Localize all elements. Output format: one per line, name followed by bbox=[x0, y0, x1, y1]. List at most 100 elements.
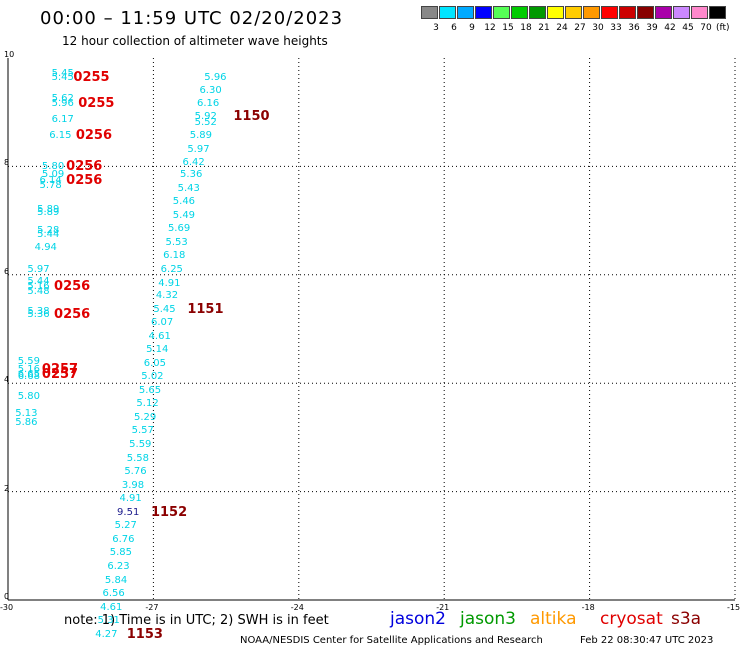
wave-height-label: 5.14 bbox=[146, 344, 169, 356]
legend-label: 30 bbox=[592, 23, 604, 33]
wave-height-label: 5.76 bbox=[124, 466, 147, 478]
wave-height-label: 4.94 bbox=[34, 242, 57, 254]
legend-label: 3 bbox=[433, 23, 439, 33]
legend-swatch bbox=[583, 6, 600, 19]
wave-height-label: 6.42 bbox=[182, 157, 205, 169]
wave-height-label: 9.51 bbox=[117, 506, 140, 518]
wave-height-label: 5.92 bbox=[194, 111, 217, 123]
wave-height-label: 6.05 bbox=[143, 357, 166, 369]
wave-height-label: 5.80 bbox=[41, 160, 65, 172]
satellite-name: cryosat bbox=[600, 609, 663, 629]
lon-tick-label: -15 bbox=[727, 603, 740, 612]
lat-tick-label: 4 bbox=[4, 375, 10, 385]
wave-height-label: 5.45 bbox=[51, 67, 74, 79]
lat-tick-label: 10 bbox=[4, 50, 15, 59]
pass-time-label: 0256 bbox=[54, 279, 91, 295]
legend-swatch bbox=[565, 6, 582, 19]
legend-swatch bbox=[421, 6, 438, 19]
legend-swatch bbox=[493, 6, 510, 19]
wave-height-label: 5.58 bbox=[126, 452, 149, 464]
wave-height-label: 6.56 bbox=[102, 588, 125, 600]
wave-height-label: 5.86 bbox=[15, 417, 38, 429]
generated-timestamp: Feb 22 08:30:47 UTC 2023 bbox=[580, 635, 714, 646]
wave-height-label: 5.96 bbox=[204, 71, 227, 83]
wave-height-label: 5.27 bbox=[114, 520, 137, 532]
legend-swatch bbox=[457, 6, 474, 19]
legend-label: 45 bbox=[682, 23, 694, 33]
wave-height-label: 6.07 bbox=[150, 317, 174, 329]
wave-height-label: 5.28 bbox=[37, 224, 60, 236]
wave-height-label: 6.30 bbox=[199, 85, 222, 97]
pass-time-label: 0257 bbox=[41, 366, 79, 382]
satellite-name: s3a bbox=[671, 609, 702, 629]
legend-swatch bbox=[475, 6, 492, 19]
wave-height-label: 5.69 bbox=[167, 223, 191, 235]
wave-height-label: 6.18 bbox=[163, 250, 186, 262]
wave-height-label: 5.09 bbox=[41, 169, 65, 181]
wave-height-label: 6.17 bbox=[51, 113, 74, 125]
wave-height-label: 5.45 bbox=[153, 303, 176, 315]
wave-height-label: 4.91 bbox=[158, 277, 181, 289]
legend-swatch bbox=[619, 6, 636, 19]
wave-height-label: 3.98 bbox=[121, 479, 145, 491]
lon-tick-label: -18 bbox=[581, 603, 595, 612]
satellite-name: jason2 bbox=[390, 609, 446, 629]
lat-tick-label: 2 bbox=[4, 483, 10, 493]
wave-height-label: 5.97 bbox=[187, 143, 210, 155]
map-subtitle: 12 hour collection of altimeter wave hei… bbox=[62, 34, 328, 48]
satellite-name: altika bbox=[530, 609, 577, 629]
wave-height-label: 5.53 bbox=[165, 236, 188, 248]
legend-label: 6 bbox=[451, 23, 457, 33]
credit-text: NOAA/NESDIS Center for Satellite Applica… bbox=[240, 635, 543, 646]
wave-height-label: 5.97 bbox=[27, 263, 50, 275]
wave-height-label: 5.80 bbox=[17, 391, 40, 403]
wave-height-label: 6.68 bbox=[17, 371, 40, 383]
footer-note: note: 1) Time is in UTC; 2) SWH is in fe… bbox=[64, 613, 329, 628]
wave-height-label: 5.49 bbox=[172, 209, 196, 221]
legend-units: (ft) bbox=[716, 23, 730, 33]
pass-time-label: 0256 bbox=[54, 306, 91, 322]
legend-label: 24 bbox=[556, 23, 568, 33]
pass-time-label: 0257 bbox=[41, 362, 79, 378]
wave-height-label: 5.78 bbox=[39, 179, 62, 191]
legend-label: 42 bbox=[664, 23, 676, 33]
legend-label: 33 bbox=[610, 23, 622, 33]
legend-swatch bbox=[547, 6, 564, 19]
wave-height-label: 6.16 bbox=[197, 97, 220, 109]
legend-swatch bbox=[709, 6, 726, 19]
wave-height-label: 4.32 bbox=[155, 289, 179, 301]
pass-time-label: 1152 bbox=[150, 504, 188, 520]
lat-tick-label: 6 bbox=[4, 266, 10, 276]
legend-label: 70 bbox=[700, 23, 712, 33]
wave-height-label: 5.44 bbox=[27, 276, 50, 288]
wave-height-label: 5.52 bbox=[194, 116, 217, 128]
legend-label: 12 bbox=[484, 23, 496, 33]
satellite-name: jason3 bbox=[460, 609, 516, 629]
wave-height-label: 5.44 bbox=[37, 228, 60, 240]
wave-height-label: 5.45 bbox=[51, 71, 74, 83]
legend-swatch bbox=[637, 6, 654, 19]
lon-tick-label: -24 bbox=[290, 603, 304, 612]
wave-height-label: 5.29 bbox=[134, 411, 157, 423]
legend-label: 21 bbox=[538, 23, 550, 33]
wave-height-label: 6.25 bbox=[160, 263, 183, 275]
wave-height-label: 5.13 bbox=[15, 407, 38, 419]
legend-label: 9 bbox=[469, 23, 475, 33]
wave-height-label: 5.59 bbox=[129, 439, 152, 451]
lon-tick-label: -21 bbox=[436, 603, 450, 612]
legend-swatch bbox=[691, 6, 708, 19]
wave-height-label: 5.36 bbox=[27, 308, 50, 320]
legend-swatch bbox=[529, 6, 546, 19]
wave-height-label: 5.84 bbox=[104, 574, 128, 586]
wave-height-label: 5.96 bbox=[51, 97, 74, 109]
wave-height-label: 5.85 bbox=[109, 547, 133, 559]
pass-time-label: 1151 bbox=[187, 301, 224, 317]
legend-label: 15 bbox=[502, 23, 514, 33]
wave-height-label: 6.23 bbox=[107, 560, 130, 572]
wave-height-label: 6.14 bbox=[39, 174, 62, 186]
wave-height-label: 4.27 bbox=[95, 628, 118, 640]
pass-time-label: 0255 bbox=[73, 69, 110, 85]
wave-height-label: 4.61 bbox=[148, 330, 171, 342]
wave-height-label: 5.46 bbox=[172, 196, 196, 208]
map-title: 00:00 – 11:59 UTC 02/20/2023 bbox=[40, 8, 344, 29]
